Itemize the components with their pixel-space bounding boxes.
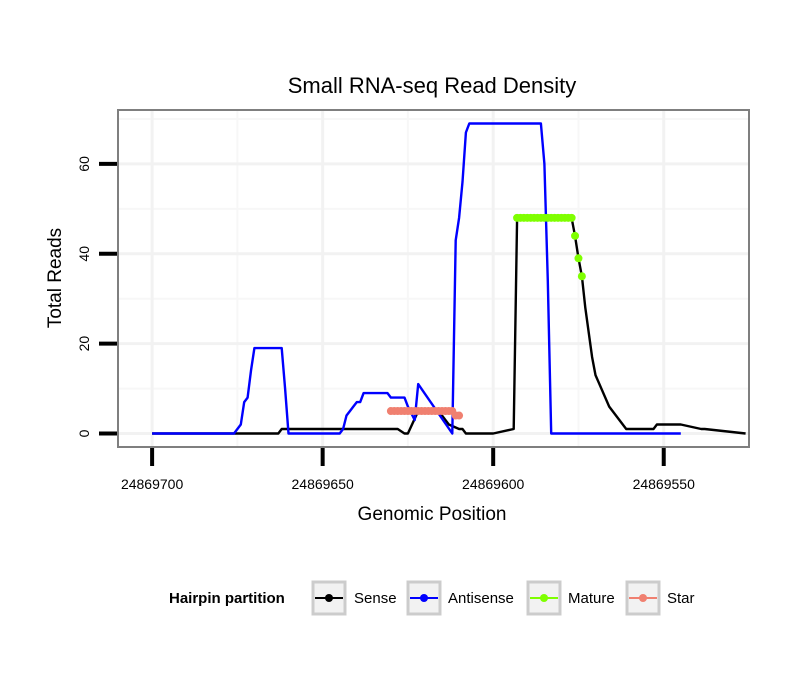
x-tick-label: 24869700 [121,476,184,492]
legend-label-sense: Sense [354,590,397,607]
plot-background [118,110,749,447]
x-tick-label: 24869550 [633,476,696,492]
legend-item-sense: Sense [311,580,397,616]
legend-key-dot [540,594,548,602]
x-axis: 24869700 24869650 24869600 24869550 [121,448,695,492]
x-axis-title: Genomic Position [358,504,507,525]
data-point-mature [567,213,576,222]
legend-title: Hairpin partition [169,590,285,607]
legend-item-star: Star [625,580,695,616]
legend-key-dot [325,594,333,602]
y-tick-label: 60 [76,156,92,172]
plot-panel [117,109,750,448]
x-tick-label: 24869600 [462,476,525,492]
y-tick-label: 0 [76,429,92,437]
legend-label-mature: Mature [568,590,615,607]
legend-key-dot [420,594,428,602]
data-point-mature [574,254,583,263]
y-tick-label: 20 [76,336,92,352]
grid-lines [118,110,749,447]
series-layer [152,122,746,435]
y-axis-title: Total Reads [45,228,66,328]
y-axis: 0 20 40 60 [76,156,117,437]
series-line-sense [152,216,746,435]
plot-border [117,109,750,448]
legend-key-dot [639,594,647,602]
y-tick-label: 40 [76,246,92,262]
legend-label-star: Star [667,590,695,607]
x-tick-label: 24869650 [292,476,355,492]
legend: Hairpin partition Sense Antisense Mature St… [169,580,695,616]
legend-item-antisense: Antisense [406,580,514,616]
data-point-star [455,411,464,420]
data-point-mature [577,272,586,281]
chart-title: Small RNA-seq Read Density [288,73,577,98]
series-line-antisense [152,122,681,435]
data-point-mature [571,231,580,240]
legend-label-antisense: Antisense [448,590,514,607]
legend-item-mature: Mature [526,580,615,616]
